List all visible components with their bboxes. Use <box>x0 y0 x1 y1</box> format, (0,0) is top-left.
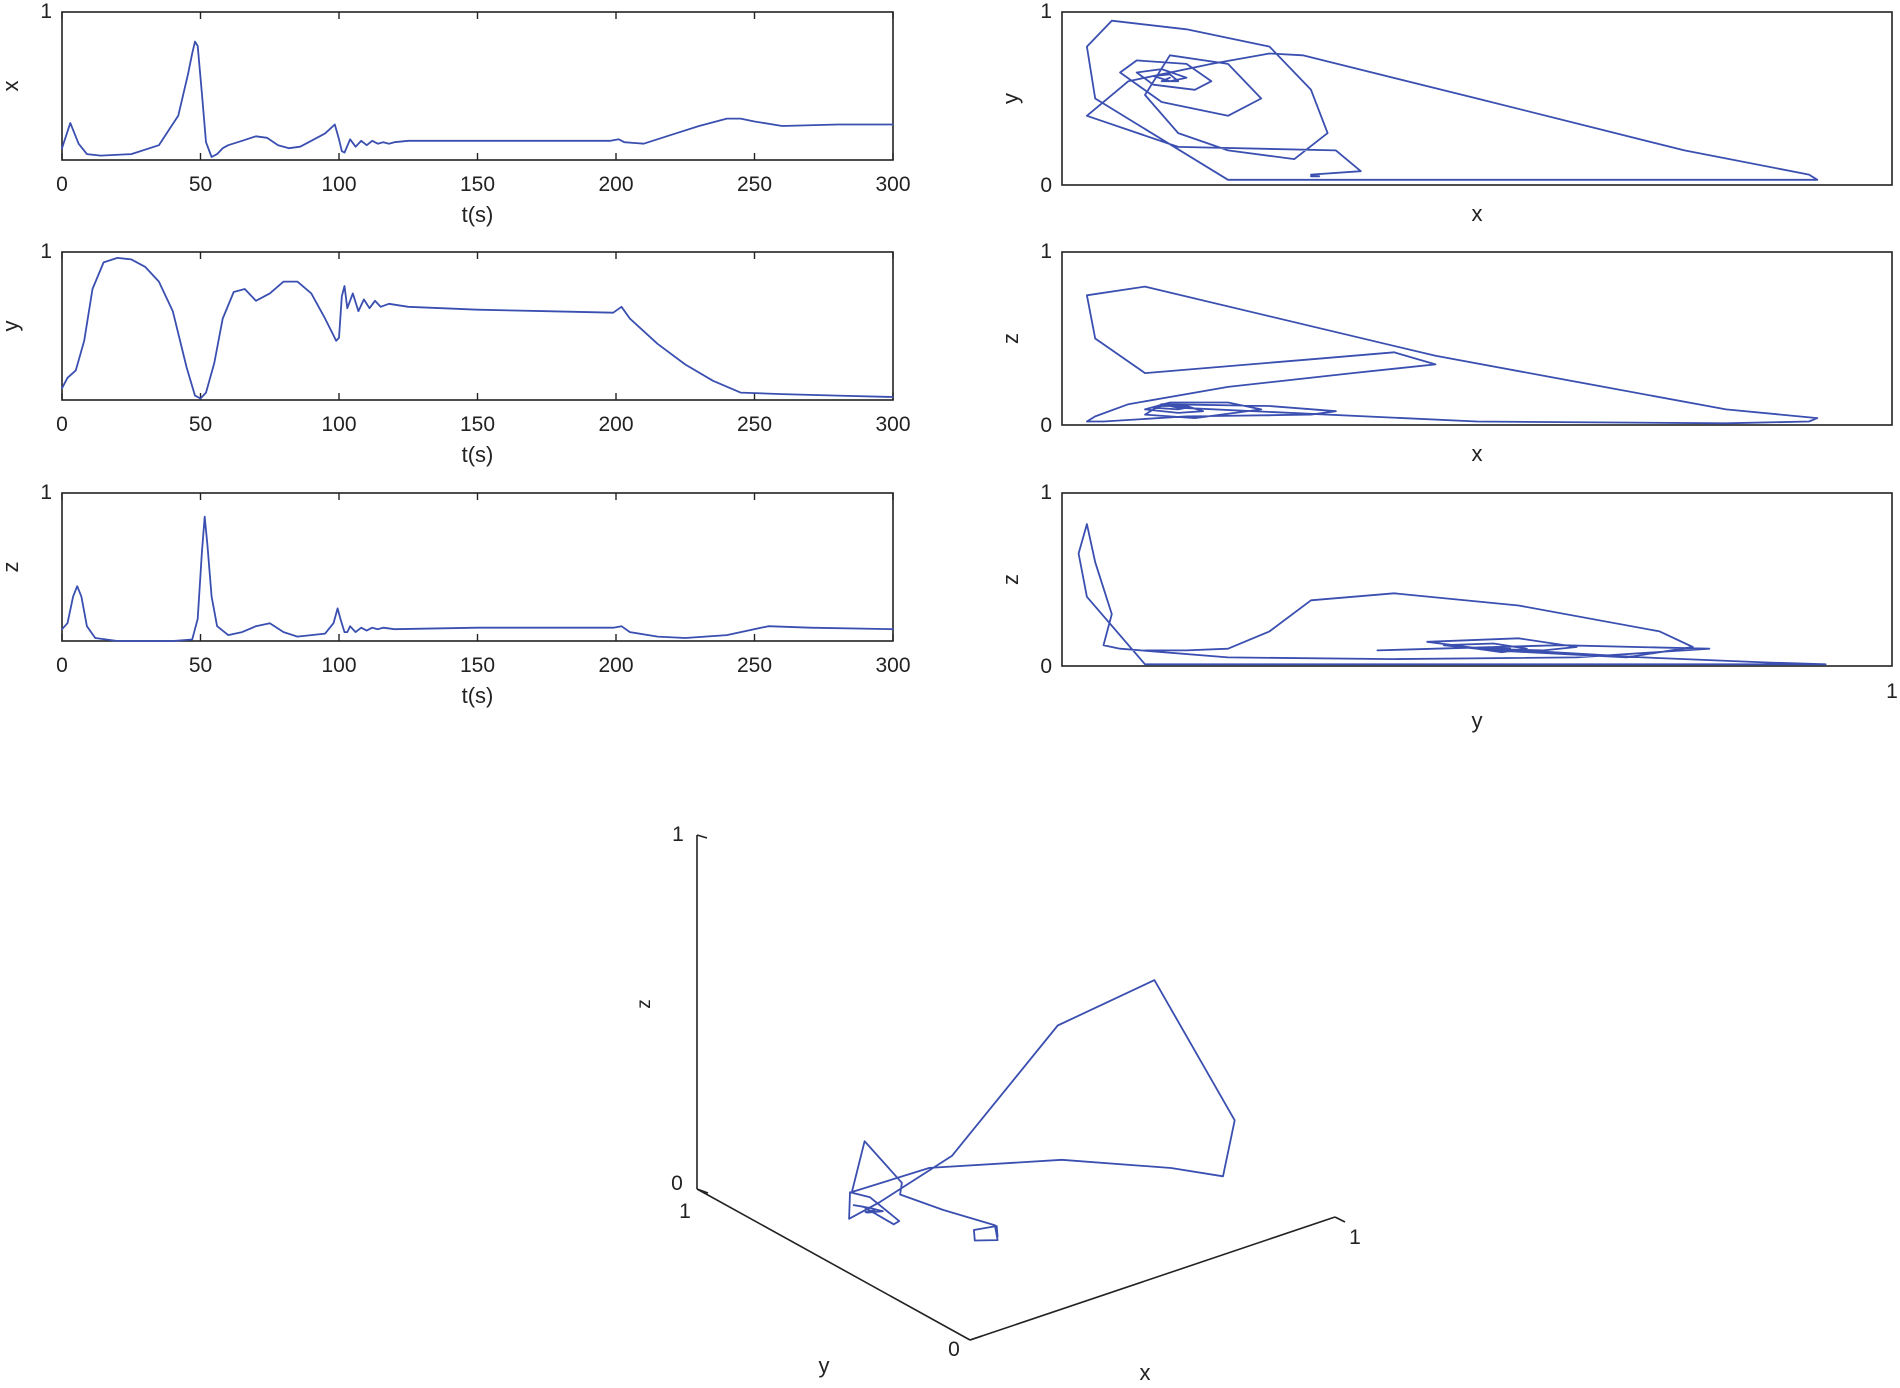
x-tick-label: 1 <box>1886 680 1898 703</box>
y-tick-label: 1 <box>1040 0 1052 23</box>
series-line <box>1086 285 1819 425</box>
y-axis-line <box>696 1188 971 1341</box>
series-line <box>61 40 894 158</box>
x-axis-label: t(s) <box>462 202 494 227</box>
plot-frame <box>61 251 894 401</box>
x-tick-label: 300 <box>875 413 910 436</box>
x-tick-label: 150 <box>460 413 495 436</box>
x-tick-label: 100 <box>321 173 356 196</box>
x-axis-label: x <box>1472 201 1483 226</box>
chart-ph-3d: 1 0 1 0 1 x y z <box>634 823 1361 1385</box>
y-tick-mark <box>969 1335 983 1341</box>
x-tick-label: 300 <box>875 173 910 196</box>
x-tick-label: 0 <box>56 413 68 436</box>
plot-frame <box>61 492 894 642</box>
y-axis-label: z <box>0 562 23 573</box>
y-axis-label: y <box>819 1353 830 1378</box>
x-tick-label: 200 <box>598 173 633 196</box>
y-tick-label: 0 <box>948 1338 960 1361</box>
chart-ph-xz: 0 1 x z <box>998 240 1893 466</box>
x-tick-label: 0 <box>56 654 68 677</box>
series-line <box>1077 523 1827 666</box>
x-tick-label: 150 <box>460 654 495 677</box>
x-axis-line <box>969 1216 1336 1341</box>
y-tick-label: 0 <box>1040 655 1052 678</box>
x-axis-label: x <box>1472 441 1483 466</box>
x-tick-label: 50 <box>189 654 212 677</box>
series-line <box>61 256 894 400</box>
series-line <box>61 515 894 642</box>
plot-frame <box>61 11 894 161</box>
z-tick-mark <box>696 834 708 839</box>
x-axis-label: t(s) <box>462 442 494 467</box>
chart-ph-yz: 1 0 1 y z <box>998 481 1898 733</box>
x-tick-mark <box>1334 1216 1346 1223</box>
y-tick-label: 0 <box>1040 174 1052 197</box>
chart-ts-z: 0 50 100 150 200 250 300 1 t(s) z <box>0 481 911 708</box>
y-tick-label: 1 <box>1040 240 1052 263</box>
x-tick-label: 0 <box>56 173 68 196</box>
x-tick-label: 50 <box>189 413 212 436</box>
x-tick-label: 200 <box>598 413 633 436</box>
z-tick-label: 1 <box>672 823 684 846</box>
series-line <box>1086 19 1819 181</box>
y-tick-label: 1 <box>679 1200 691 1223</box>
x-axis-label: y <box>1472 708 1483 733</box>
trajectory-line <box>848 979 1236 1242</box>
x-tick-label: 300 <box>875 654 910 677</box>
x-tick-label: 250 <box>737 413 772 436</box>
y-tick-label: 1 <box>1040 481 1052 504</box>
y-tick-label: 1 <box>40 240 52 263</box>
x-axis-label: x <box>1140 1360 1151 1385</box>
x-tick-label: 150 <box>460 173 495 196</box>
x-tick-label: 1 <box>1349 1226 1361 1249</box>
z-axis-label: z <box>634 999 655 1009</box>
y-axis-label: y <box>0 321 23 332</box>
y-axis-label: z <box>998 333 1023 344</box>
x-tick-label: 250 <box>737 654 772 677</box>
y-axis-label: y <box>998 93 1023 104</box>
x-tick-label: 200 <box>598 654 633 677</box>
z-tick-label: 0 <box>671 1172 683 1195</box>
y-axis-label: x <box>0 81 23 92</box>
x-tick-label: 250 <box>737 173 772 196</box>
y-tick-mark <box>696 1188 709 1194</box>
y-axis-label: z <box>998 574 1023 585</box>
plot-frame <box>1061 11 1893 186</box>
x-tick-label: 100 <box>321 413 356 436</box>
x-tick-label: 100 <box>321 654 356 677</box>
y-tick-label: 1 <box>40 0 52 23</box>
chart-ts-y: 0 50 100 150 200 250 300 1 t(s) y <box>0 240 911 467</box>
x-axis-label: t(s) <box>462 683 494 708</box>
y-tick-label: 0 <box>1040 414 1052 437</box>
y-tick-label: 1 <box>40 481 52 504</box>
plot-frame <box>1061 251 1893 426</box>
chart-ph-xy: 0 1 x y <box>998 0 1893 226</box>
plot-frame <box>1061 492 1893 667</box>
chart-ts-x: 0 50 100 150 200 250 300 1 t(s) x <box>0 0 911 227</box>
x-tick-label: 50 <box>189 173 212 196</box>
